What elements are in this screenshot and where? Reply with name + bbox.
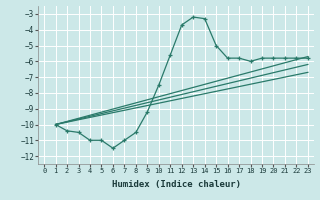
X-axis label: Humidex (Indice chaleur): Humidex (Indice chaleur)	[111, 180, 241, 189]
